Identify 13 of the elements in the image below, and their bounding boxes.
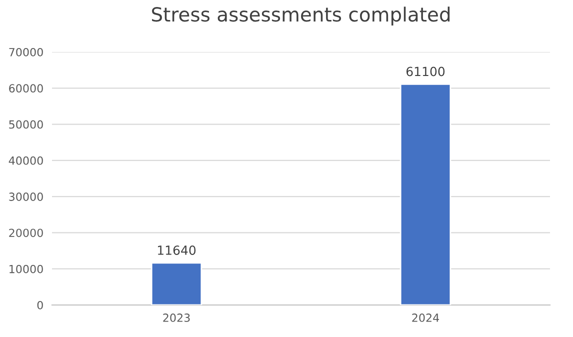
- y-tick-label: 50000: [9, 120, 43, 129]
- data-label: 11640: [158, 245, 196, 255]
- x-tick-label: 2023: [163, 314, 190, 322]
- y-tick-label: 20000: [9, 228, 43, 238]
- y-tick-label: 0: [37, 300, 43, 310]
- data-label: 61100: [406, 66, 445, 76]
- y-tick-label: 40000: [8, 156, 43, 165]
- y-tick-label: 10000: [10, 264, 43, 274]
- chart-title: Stress assessments complated: [152, 6, 450, 26]
- y-tick-label: 30000: [9, 192, 43, 201]
- y-tick-label: 60000: [9, 84, 43, 93]
- y-tick-label: 70000: [9, 48, 43, 56]
- x-tick-label: 2024: [412, 314, 440, 322]
